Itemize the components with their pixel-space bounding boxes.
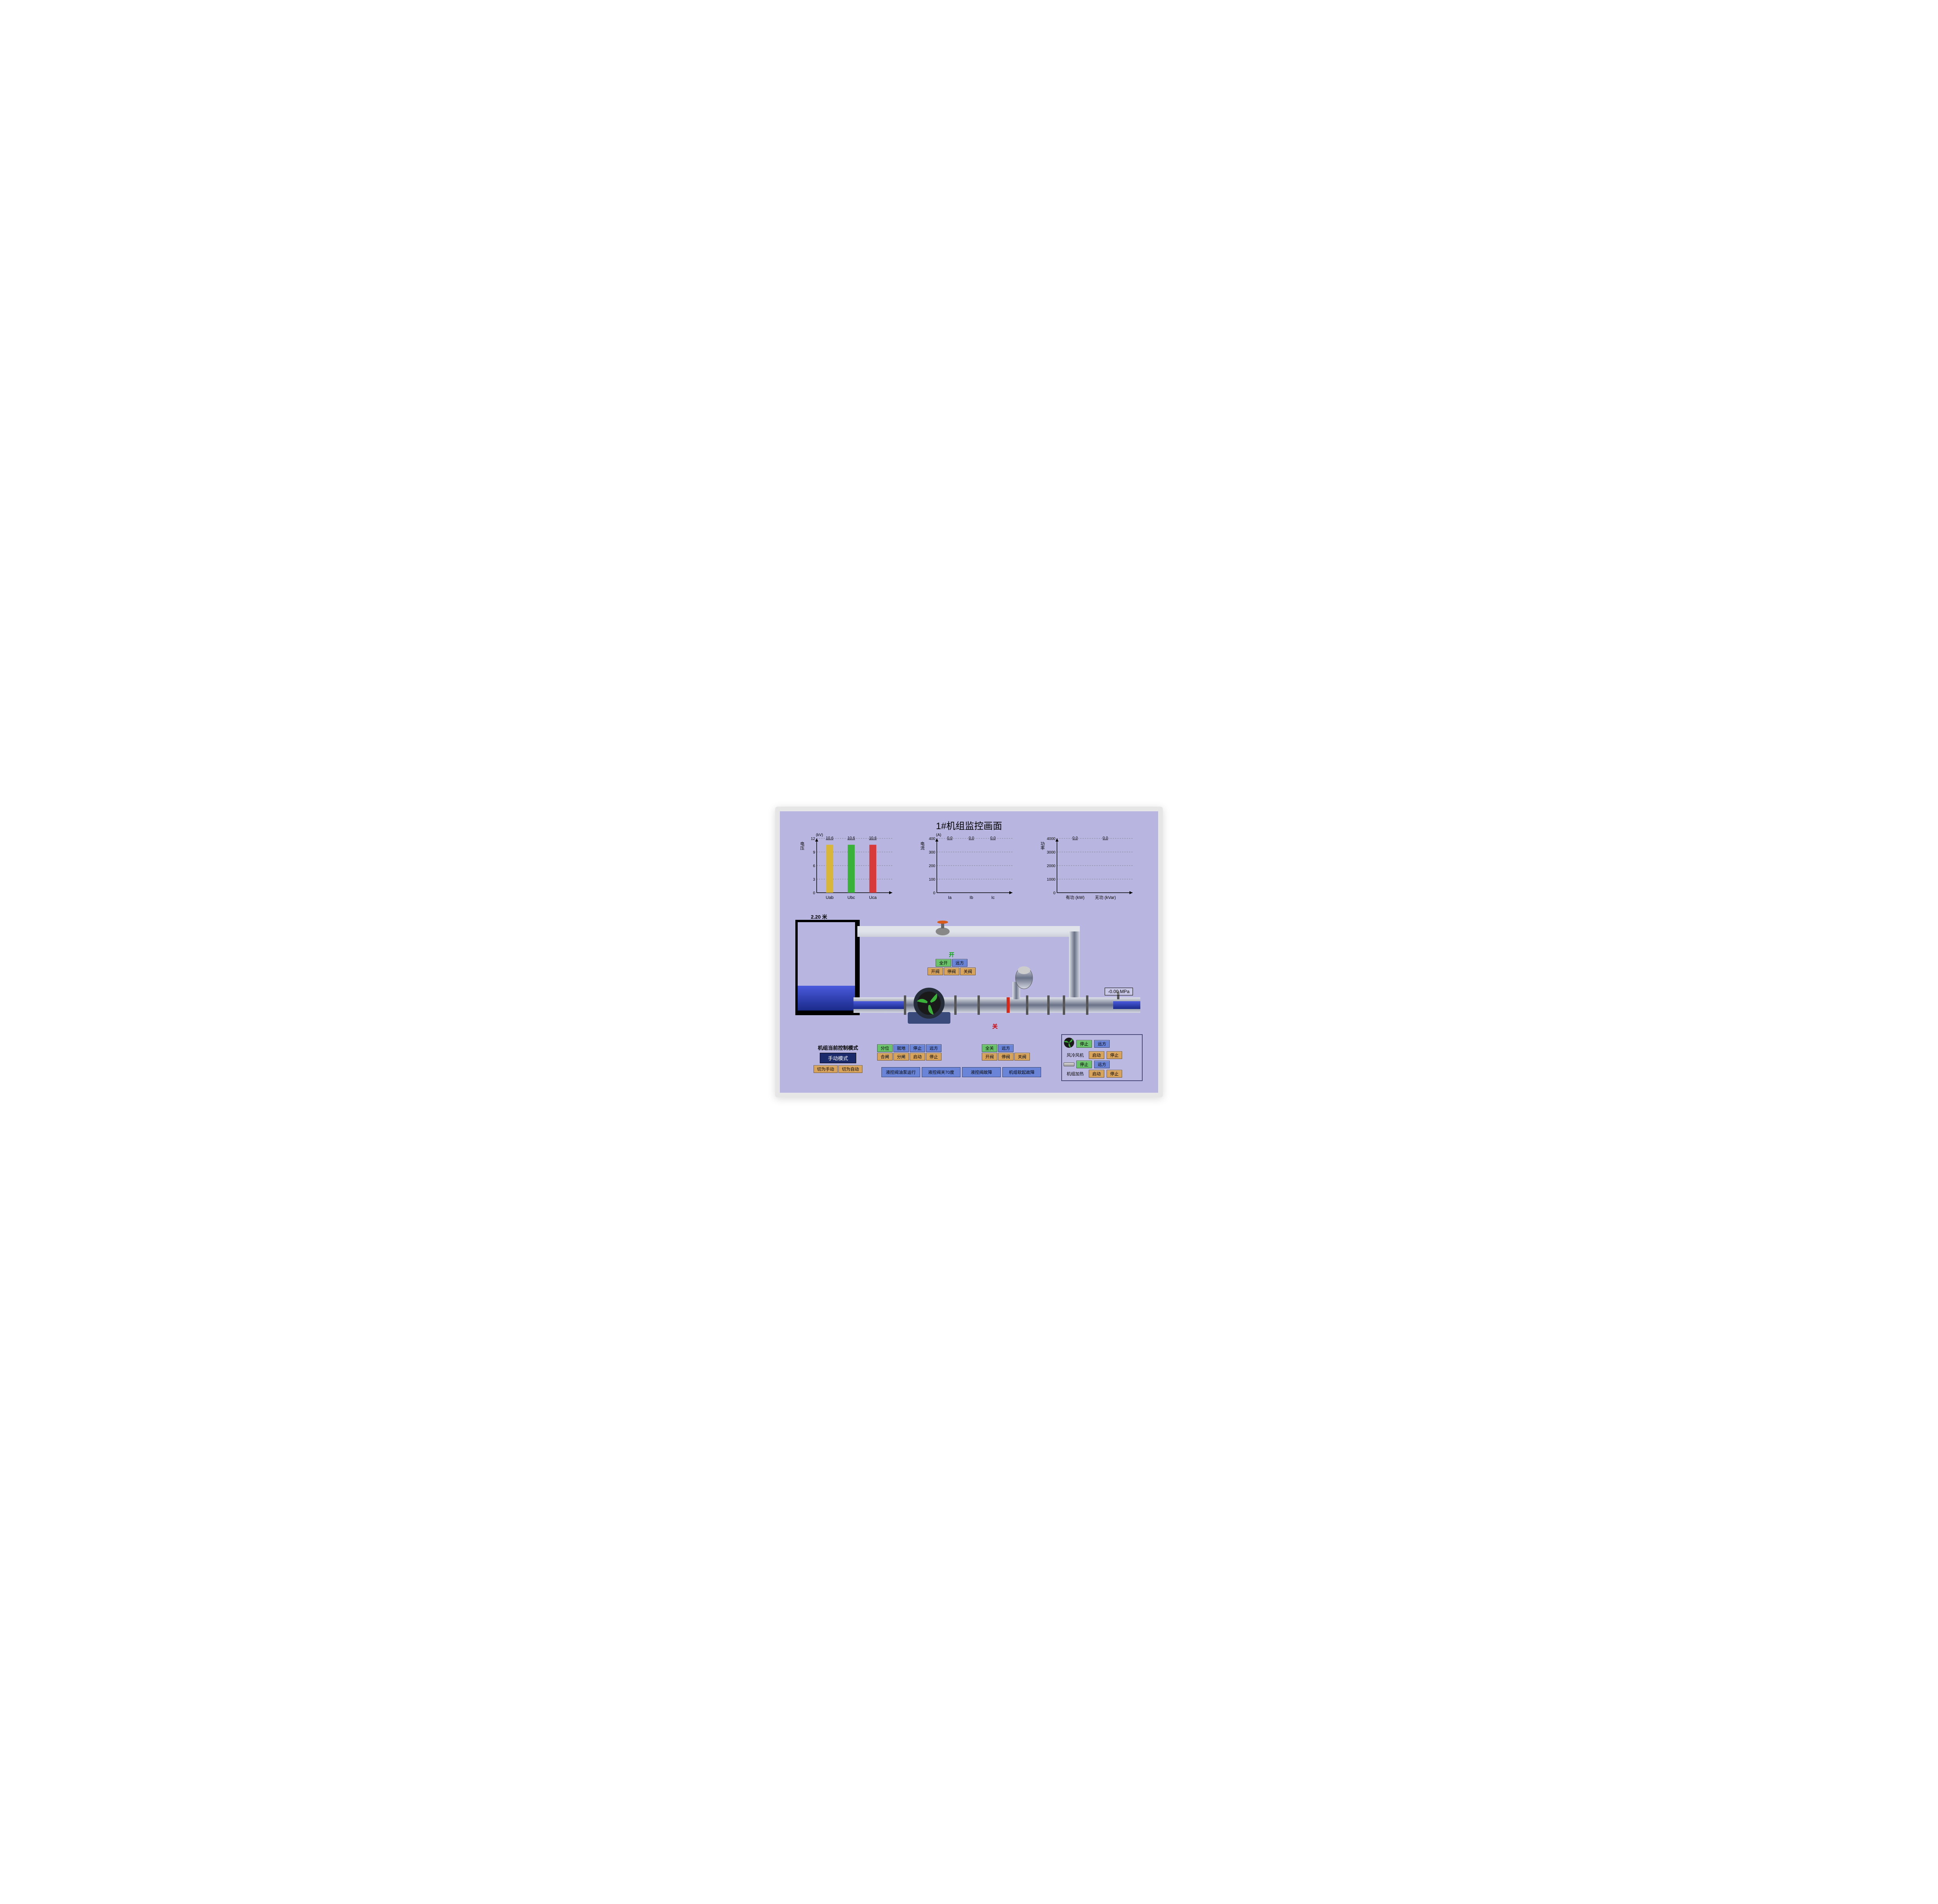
hmi-screen: 1#机组监控画面 036912电压(kV)10.6Uab10.6Ubc10.6U…	[775, 807, 1163, 1097]
mode-state: 手动模式	[820, 1053, 856, 1063]
svg-text:Uab: Uab	[826, 895, 833, 900]
tank-level-label: 2.20 米	[811, 913, 827, 920]
valve-bottom-state: 关	[992, 1023, 998, 1030]
svg-text:9: 9	[813, 850, 815, 855]
chart-power: 0 1000 2000 3000 4000功率 0.0 有功 (kW) 0.0 无功 (kVar…	[1036, 831, 1136, 904]
status-item-3: 机组软起故障	[1002, 1067, 1041, 1077]
valve2-controls: 全关远方 开阀停阀关阀	[981, 1044, 1030, 1061]
page-title: 1#机组监控画面	[780, 818, 1158, 832]
aux-1-r2-1[interactable]: 停止	[1107, 1070, 1122, 1078]
chart-voltage: 036912电压(kV)10.6Uab10.6Ubc10.6Uca	[795, 831, 896, 904]
status-item-1: 液控阀关70度	[922, 1067, 960, 1077]
pump-btn-r2-0[interactable]: 合闸	[877, 1053, 893, 1061]
aux-0-r1-1[interactable]: 远方	[1094, 1040, 1110, 1048]
svg-text:0.0: 0.0	[990, 836, 996, 840]
svg-text:有功 (kW): 有功 (kW)	[1066, 895, 1085, 900]
aux-panel: 停止远方风冷风机启动停止停止远方机组加热启动停止	[1061, 1034, 1143, 1081]
pressure-readout: -0.00 MPa	[1105, 988, 1133, 995]
status-item-0: 液控阀油泵运行	[881, 1067, 920, 1077]
svg-text:(A): (A)	[936, 833, 941, 837]
valve2-btn-r2-0[interactable]: 开阀	[982, 1053, 997, 1061]
svg-text:功率: 功率	[1040, 842, 1045, 850]
valve2-btn-r1-0[interactable]: 全关	[982, 1044, 997, 1052]
process-diagram	[795, 920, 1152, 1036]
pump-btn-r1-2[interactable]: 停止	[910, 1044, 925, 1052]
aux-1-r2-0[interactable]: 启动	[1089, 1070, 1104, 1078]
svg-text:Ia: Ia	[948, 895, 952, 900]
svg-text:3000: 3000	[1047, 850, 1056, 855]
svg-text:400: 400	[929, 837, 935, 841]
pump-btn-r1-0[interactable]: 分位	[877, 1044, 893, 1052]
svg-text:100: 100	[929, 878, 935, 882]
svg-text:无功 (kVar): 无功 (kVar)	[1095, 895, 1116, 900]
svg-text:4000: 4000	[1047, 837, 1056, 841]
valve-top-btn-r1-1[interactable]: 远方	[952, 959, 967, 967]
svg-text:电流: 电流	[920, 842, 925, 850]
svg-text:200: 200	[929, 864, 935, 868]
svg-text:10.6: 10.6	[847, 836, 855, 840]
svg-text:300: 300	[929, 850, 935, 855]
valve-top-state: 开	[927, 951, 976, 959]
valve2-btn-r2-1[interactable]: 停阀	[998, 1053, 1014, 1061]
pump-btn-r2-1[interactable]: 分闸	[893, 1053, 909, 1061]
pump-btn-r1-1[interactable]: 就地	[893, 1044, 909, 1052]
status-item-2: 液控阀故障	[962, 1067, 1001, 1077]
aux-label-0: 风冷风机	[1064, 1052, 1087, 1058]
svg-text:Ib: Ib	[970, 895, 973, 900]
mode-title: 机组当前控制模式	[803, 1044, 873, 1051]
svg-text:6: 6	[813, 864, 815, 868]
svg-text:3: 3	[813, 878, 815, 882]
svg-text:0: 0	[933, 891, 935, 895]
svg-text:10.6: 10.6	[869, 836, 877, 840]
aux-1-r1-0[interactable]: 停止	[1076, 1061, 1092, 1068]
mode-panel: 机组当前控制模式 手动模式 切为手动切为自动	[803, 1044, 873, 1073]
svg-text:10.6: 10.6	[826, 836, 834, 840]
valve2-btn-r2-2[interactable]: 关阀	[1014, 1053, 1030, 1061]
svg-text:Uca: Uca	[869, 895, 877, 900]
svg-text:0: 0	[813, 891, 815, 895]
valve-top-controls: 开 全开远方 开阀停阀关阀	[927, 951, 976, 976]
aux-0-r2-0[interactable]: 启动	[1089, 1051, 1104, 1059]
valve-top-btn-r2-1[interactable]: 停阀	[944, 968, 959, 975]
svg-text:0.0: 0.0	[969, 836, 974, 840]
svg-text:1000: 1000	[1047, 878, 1056, 882]
svg-text:12: 12	[811, 837, 816, 841]
aux-label-1: 机组加热	[1064, 1071, 1087, 1077]
pump-btn-r2-3[interactable]: 停止	[926, 1053, 941, 1061]
svg-text:电压: 电压	[800, 842, 805, 850]
pump-btn-r1-3[interactable]: 远方	[926, 1044, 941, 1052]
status-strip: 液控阀油泵运行液控阀关70度液控阀故障机组软起故障	[881, 1067, 1042, 1077]
pump-controls: 分位就地停止远方 合闸分闸启动停止	[877, 1044, 942, 1061]
svg-text:Ubc: Ubc	[847, 895, 855, 900]
svg-text:2000: 2000	[1047, 864, 1056, 868]
svg-text:0: 0	[1053, 891, 1055, 895]
pump-btn-r2-2[interactable]: 启动	[910, 1053, 925, 1061]
mode-btn-1[interactable]: 切为自动	[838, 1065, 862, 1073]
svg-text:Ic: Ic	[991, 895, 995, 900]
svg-text:0.0: 0.0	[947, 836, 952, 840]
valve-top-btn-r2-2[interactable]: 关阀	[960, 968, 976, 975]
aux-1-r1-1[interactable]: 远方	[1094, 1061, 1110, 1068]
valve-top-btn-r2-0[interactable]: 开阀	[928, 968, 943, 975]
svg-text:(kV): (kV)	[816, 833, 823, 837]
chart-current: 0 100 200 300 400 电流 (A) 0.0 Ia 0.0 Ib 0.0 Ic	[916, 831, 1016, 904]
aux-0-r1-0[interactable]: 停止	[1076, 1040, 1092, 1048]
aux-0-r2-1[interactable]: 停止	[1107, 1051, 1122, 1059]
heater-icon	[1064, 1062, 1074, 1066]
fan-icon	[1064, 1037, 1074, 1050]
valve-top-btn-r1-0[interactable]: 全开	[936, 959, 951, 967]
valve2-btn-r1-1[interactable]: 远方	[998, 1044, 1014, 1052]
mode-btn-0[interactable]: 切为手动	[814, 1065, 838, 1073]
svg-text:0.0: 0.0	[1072, 836, 1078, 840]
svg-text:0.0: 0.0	[1103, 836, 1108, 840]
